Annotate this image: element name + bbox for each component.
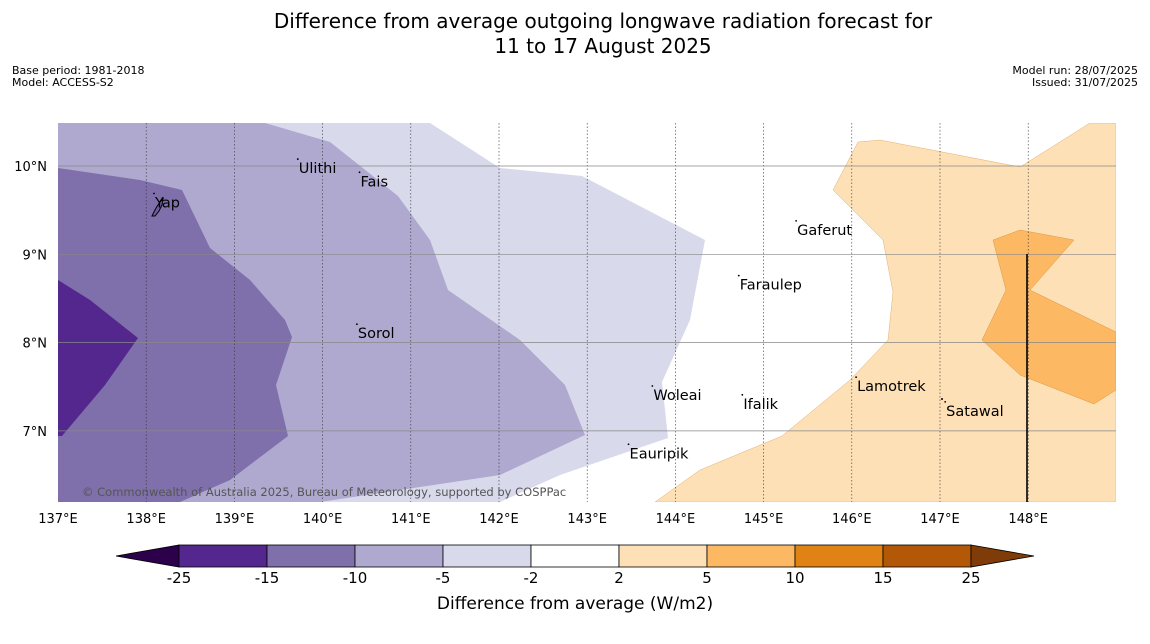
yap-island-icon [151, 197, 164, 217]
contour-band-minus15-to-minus10 [58, 168, 292, 502]
issued-date: Issued: 31/07/2025 [1031, 76, 1138, 89]
colorbar-label: Difference from average (W/m2) [436, 594, 714, 614]
map-plot-area: © Commonwealth of Australia 2025, Bureau… [58, 123, 1116, 502]
model-run: Model run: 28/07/2025 [1012, 64, 1138, 77]
place-marker [355, 323, 358, 326]
place-labels: Yap Ulithi Fais Sorol Gaferut Faraulep Lamotre… [153, 158, 1004, 462]
place-label: Ulithi [299, 161, 337, 177]
place-label: Sorol [358, 326, 395, 342]
colorbar-segment [354, 544, 444, 568]
colorbar: -25 -15 -10 -5 -2 2 5 10 15 25 [115, 544, 1035, 587]
lon-tick-label: 138°E [126, 512, 166, 527]
colorbar-segment [266, 544, 356, 568]
place-marker [651, 385, 654, 387]
title-line-1: Difference from average outgoing longwav… [273, 9, 933, 33]
contour-band-5-to-10 [981, 229, 1116, 405]
colorbar-segment [882, 544, 972, 568]
place-marker [855, 376, 857, 379]
island-dot [941, 398, 943, 400]
place-label: Gaferut [797, 223, 852, 239]
colorbar-tick-label: -5 [436, 569, 451, 587]
meta-left: Base period: 1981-2018 Model: ACCESS-S2 [12, 65, 144, 89]
place-marker [944, 400, 947, 403]
contour-band-minus25-to-minus15 [58, 280, 138, 436]
lon-tick-label: 148°E [1008, 512, 1048, 527]
colorbar-tick-label: -10 [343, 569, 368, 587]
lat-tick-label: 10°N [14, 160, 47, 175]
lon-tick-label: 145°E [744, 512, 784, 527]
place-label: Ifalik [743, 397, 778, 413]
colorbar-under-arrow [115, 544, 180, 568]
lat-tick-label: 9°N [23, 248, 48, 263]
base-period: Base period: 1981-2018 [12, 64, 145, 77]
place-label: Eauripik [630, 446, 689, 462]
colorbar-tick-label: -25 [167, 569, 192, 587]
place-marker [741, 393, 744, 396]
lon-tick-label: 143°E [567, 512, 607, 527]
place-label: Woleai [653, 388, 701, 404]
colorbar-over-arrow [970, 544, 1035, 568]
title-line-2: 11 to 17 August 2025 [494, 34, 712, 58]
lon-tick-label: 139°E [215, 512, 255, 527]
colorbar-segment [442, 544, 532, 568]
colorbar-tick-label: 2 [614, 569, 624, 587]
colorbar-segment [618, 544, 708, 568]
meta-right: Model run: 28/07/2025 Issued: 31/07/2025 [1012, 65, 1138, 89]
place-marker [153, 192, 155, 195]
colorbar-segment [530, 544, 620, 568]
copyright-notice: © Commonwealth of Australia 2025, Bureau… [82, 485, 566, 499]
graticule [58, 123, 1116, 502]
lon-tick-label: 144°E [656, 512, 696, 527]
place-label: Satawal [946, 404, 1003, 420]
colorbar-tick-label: 15 [873, 569, 892, 587]
colorbar-segment [178, 544, 268, 568]
lat-tick-label: 7°N [23, 425, 48, 440]
lon-tick-label: 140°E [303, 512, 343, 527]
place-marker [737, 274, 740, 277]
lon-tick-label: 147°E [920, 512, 960, 527]
contour-band-2-to-5 [654, 123, 1116, 502]
model-name: Model: ACCESS-S2 [12, 76, 114, 89]
lat-tick-label: 8°N [23, 337, 48, 352]
place-label: Faraulep [740, 278, 802, 294]
axis-ticks: 137°E 138°E 139°E 140°E 141°E 142°E 143°E 144°E… [14, 160, 1048, 527]
place-marker [627, 443, 630, 446]
colorbar-tick-label: 5 [702, 569, 712, 587]
colorbar-tick-label: 25 [961, 569, 980, 587]
lon-tick-label: 146°E [832, 512, 872, 527]
lon-tick-label: 137°E [38, 512, 78, 527]
colorbar-segment [794, 544, 884, 568]
place-marker [358, 171, 361, 174]
place-marker [795, 219, 798, 222]
place-label: Fais [361, 174, 388, 190]
colorbar-segment [706, 544, 796, 568]
colorbar-tick-label: -15 [255, 569, 280, 587]
place-marker [296, 158, 299, 160]
chart-title: Difference from average outgoing longwav… [0, 9, 1150, 59]
lon-tick-label: 142°E [479, 512, 519, 527]
colorbar-tick-label: 10 [785, 569, 804, 587]
place-label: Lamotrek [857, 379, 926, 395]
place-label: Yap [154, 196, 180, 212]
colorbar-tick-label: -2 [524, 569, 539, 587]
lon-tick-label: 141°E [391, 512, 431, 527]
